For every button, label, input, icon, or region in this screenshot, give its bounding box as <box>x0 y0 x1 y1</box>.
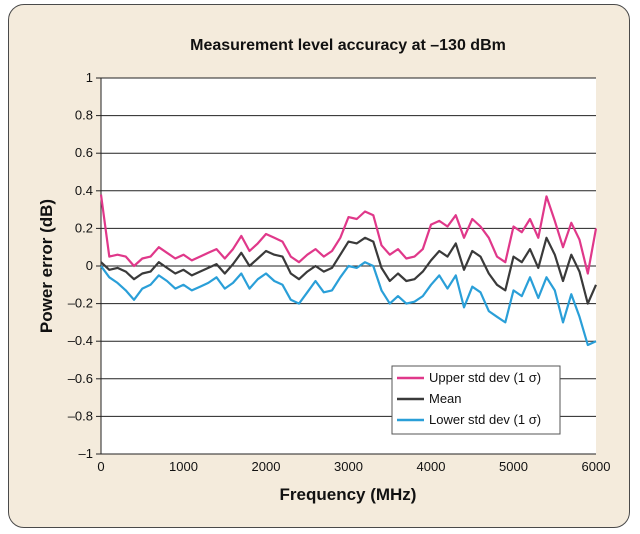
x-tick-label: 4000 <box>417 459 446 474</box>
series-line-lower <box>100 261 597 347</box>
series-line-mean <box>100 236 598 305</box>
y-tick-label: –0.8 <box>68 408 93 423</box>
series-line-upper <box>99 194 598 275</box>
x-tick-label: 3000 <box>334 459 363 474</box>
x-tick-label: 5000 <box>499 459 528 474</box>
legend: Upper std dev (1 σ) Mean Lower std dev (… <box>391 365 561 435</box>
legend-label-mean: Mean <box>429 391 462 406</box>
y-tick-label: 0 <box>86 258 93 273</box>
y-tick-label: –0.4 <box>68 333 93 348</box>
y-tick-label: 0.2 <box>75 220 93 235</box>
x-tick-label: 2000 <box>252 459 281 474</box>
y-tick-label: –0.2 <box>68 296 93 311</box>
y-tick-label: 0.4 <box>75 183 93 198</box>
x-tick-label: 0 <box>97 459 104 474</box>
y-axis-label: Power error (dB) <box>37 199 56 333</box>
y-tick-label: –1 <box>79 446 93 461</box>
legend-label-upper: Upper std dev (1 σ) <box>429 370 541 385</box>
y-tick-label: 0.6 <box>75 145 93 160</box>
x-tick-label: 1000 <box>169 459 198 474</box>
x-tick-label: 6000 <box>582 459 611 474</box>
legend-label-lower: Lower std dev (1 σ) <box>429 412 541 427</box>
y-tick-label: –0.6 <box>68 371 93 386</box>
y-tick-label: 1 <box>86 70 93 85</box>
x-axis-label: Frequency (MHz) <box>280 485 417 504</box>
chart-title: Measurement level accuracy at –130 dBm <box>190 37 506 54</box>
y-tick-label: 0.8 <box>75 108 93 123</box>
